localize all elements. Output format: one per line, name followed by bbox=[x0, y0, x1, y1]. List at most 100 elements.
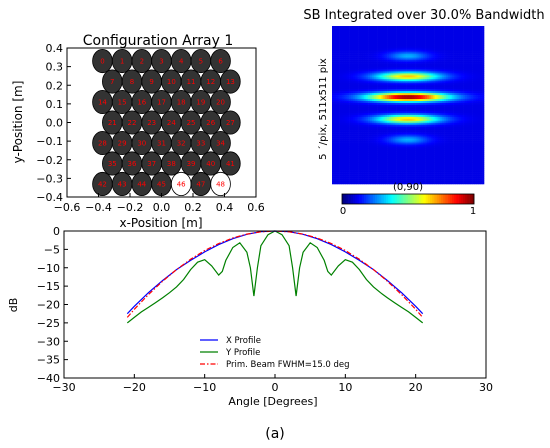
heatmap-cell bbox=[377, 59, 380, 62]
heatmap-cell bbox=[457, 110, 460, 114]
heatmap-cell bbox=[408, 108, 411, 112]
heatmap-cell bbox=[398, 136, 401, 139]
heatmap-cell bbox=[478, 106, 481, 110]
heatmap-cell bbox=[482, 93, 485, 96]
heatmap-cell bbox=[362, 132, 365, 135]
heatmap-cell bbox=[463, 67, 466, 70]
heatmap-cell bbox=[390, 37, 394, 41]
heatmap-cell bbox=[375, 144, 378, 147]
heatmap-cell bbox=[419, 128, 422, 131]
heatmap-cell bbox=[427, 103, 430, 106]
heatmap-cell bbox=[398, 39, 401, 43]
heatmap-cell bbox=[406, 91, 409, 94]
heatmap-cell bbox=[351, 108, 354, 112]
heatmap-cell bbox=[381, 128, 384, 131]
heatmap-cell bbox=[362, 75, 365, 78]
heatmap-cell bbox=[402, 29, 405, 33]
heatmap-cell bbox=[409, 105, 413, 108]
heatmap-cell bbox=[332, 140, 335, 143]
heatmap-cell bbox=[404, 89, 407, 92]
heatmap-cell bbox=[430, 122, 433, 126]
heatmap-cell bbox=[453, 99, 456, 102]
heatmap-cell bbox=[409, 73, 413, 76]
heatmap-cell bbox=[349, 43, 352, 47]
heatmap-cell bbox=[354, 61, 357, 64]
heatmap-cell bbox=[463, 65, 466, 68]
heatmap-cell bbox=[430, 91, 433, 94]
heatmap-cell bbox=[351, 43, 354, 47]
heatmap-cell bbox=[411, 134, 414, 137]
heatmap-cell bbox=[351, 144, 354, 147]
heatmap-cell bbox=[406, 45, 409, 49]
heatmap-cell bbox=[466, 108, 470, 112]
heatmap-cell bbox=[415, 126, 418, 129]
heatmap-cell bbox=[370, 47, 373, 50]
heatmap-cell bbox=[339, 87, 342, 90]
heatmap-cell bbox=[339, 106, 342, 110]
heatmap-cell bbox=[476, 29, 479, 33]
heatmap-cell bbox=[478, 101, 481, 104]
heatmap-cell bbox=[404, 53, 407, 56]
heatmap-cell bbox=[415, 75, 418, 78]
heatmap-cell bbox=[358, 59, 361, 62]
heatmap-cell bbox=[425, 130, 428, 133]
heatmap-cell bbox=[377, 81, 380, 84]
heatmap-cell bbox=[432, 105, 435, 108]
heatmap-cell bbox=[337, 120, 340, 124]
heatmap-cell bbox=[453, 105, 456, 108]
heatmap-cell bbox=[430, 93, 433, 96]
heatmap-cell bbox=[442, 75, 445, 78]
heatmap-cell bbox=[356, 99, 359, 102]
heatmap-cell bbox=[470, 26, 473, 29]
heatmap-cell bbox=[379, 91, 382, 94]
heatmap-cell bbox=[449, 93, 452, 96]
heatmap-cell bbox=[360, 126, 363, 129]
heatmap-cell bbox=[465, 43, 468, 47]
heatmap-cell bbox=[447, 27, 451, 31]
heatmap-cell bbox=[468, 99, 471, 102]
heatmap-cell bbox=[449, 55, 452, 58]
array-element-label: 19 bbox=[196, 99, 205, 107]
heatmap-cell bbox=[449, 106, 452, 110]
heatmap-cell bbox=[390, 81, 394, 84]
heatmap-cell bbox=[373, 33, 376, 37]
heatmap-cell bbox=[411, 37, 414, 41]
heatmap-cell bbox=[400, 59, 403, 62]
heatmap-cell bbox=[373, 39, 376, 43]
heatmap-cell bbox=[436, 61, 439, 64]
heatmap-cell bbox=[390, 97, 394, 100]
heatmap-cell bbox=[411, 85, 414, 88]
heatmap-cell bbox=[339, 83, 342, 86]
heatmap-cell bbox=[470, 55, 473, 58]
heatmap-cell bbox=[406, 132, 409, 135]
heatmap-cell bbox=[421, 136, 424, 139]
heatmap-cell bbox=[480, 97, 483, 100]
heatmap-cell bbox=[337, 83, 340, 86]
heatmap-cell bbox=[408, 106, 411, 110]
heatmap-cell bbox=[387, 71, 390, 74]
heatmap-cell bbox=[358, 55, 361, 58]
heatmap-cell bbox=[349, 108, 352, 112]
heatmap-cell bbox=[478, 75, 481, 78]
array-y-tick-label: 0.1 bbox=[46, 98, 64, 111]
heatmap-cell bbox=[463, 138, 466, 141]
heatmap-cell bbox=[370, 99, 373, 102]
heatmap-cell bbox=[373, 27, 376, 31]
heatmap-cell bbox=[423, 91, 426, 94]
heatmap-cell bbox=[408, 27, 411, 31]
heatmap-cell bbox=[413, 120, 416, 124]
heatmap-cell bbox=[345, 112, 348, 116]
heatmap-cell bbox=[466, 106, 470, 110]
heatmap-cell bbox=[466, 118, 470, 122]
heatmap-cell bbox=[381, 75, 384, 78]
heatmap-cell bbox=[465, 138, 468, 141]
heatmap-cell bbox=[343, 130, 346, 133]
heatmap-cell bbox=[411, 103, 414, 106]
heatmap-cell bbox=[408, 41, 411, 45]
heatmap-cell bbox=[419, 110, 422, 114]
heatmap-cell bbox=[352, 128, 356, 131]
heatmap-cell bbox=[438, 35, 441, 39]
heatmap-cell bbox=[370, 45, 373, 49]
heatmap-cell bbox=[465, 85, 468, 88]
heatmap-cell bbox=[438, 65, 441, 68]
